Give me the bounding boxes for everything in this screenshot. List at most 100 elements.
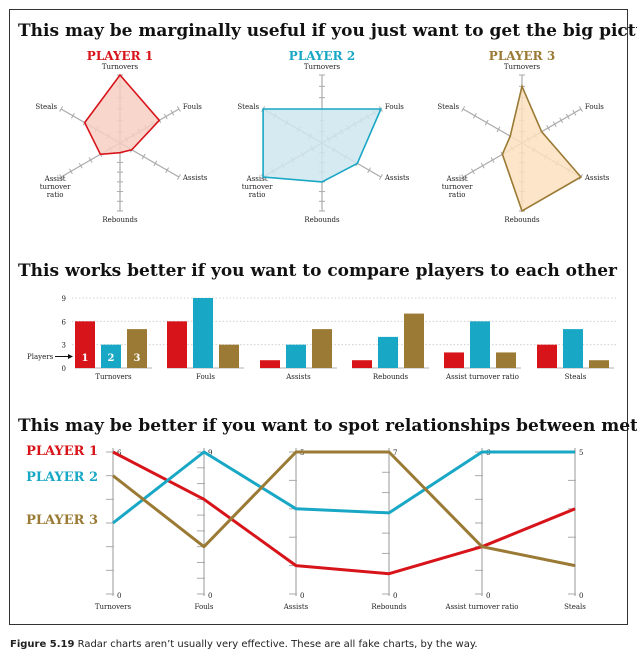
- radar-tick: [470, 168, 475, 175]
- bar-category-label: Fouls: [196, 373, 215, 381]
- radar-tick: [170, 109, 175, 116]
- bar: [589, 360, 609, 368]
- radar-axis-label: Steals: [237, 103, 259, 111]
- pc-series-line: [112, 450, 575, 525]
- bar-category-label: Steals: [565, 373, 587, 381]
- radar-axis-label: Assist turnover ratio: [40, 175, 71, 199]
- radar-axis-label: Turnovers: [504, 63, 541, 71]
- bar-ytick-label: 6: [62, 318, 67, 326]
- bar-player-number: 2: [108, 353, 115, 364]
- bar: [75, 321, 95, 368]
- radar-axis-label: Assists: [384, 174, 410, 182]
- section2-title: This works better if you want to compare…: [18, 261, 618, 281]
- radar-tick: [378, 174, 383, 180]
- radar-axis-label: Steals: [35, 103, 57, 111]
- radar-axis-label: Assist turnover ratio: [442, 175, 473, 199]
- pc-axis-min-label: 0: [486, 592, 490, 600]
- radar-tick: [367, 167, 372, 174]
- pc-series-line: [112, 450, 576, 576]
- bar: [378, 336, 398, 368]
- radar-polygon: [262, 108, 383, 183]
- radar-axis-label: Fouls: [585, 103, 604, 111]
- radar-tick: [176, 106, 181, 112]
- pc-axis-max-label: 5: [579, 449, 583, 457]
- radar-tick: [176, 174, 181, 180]
- radar-axis-label: Rebounds: [304, 216, 340, 224]
- bar: [167, 321, 187, 368]
- radar-tick: [163, 113, 168, 120]
- radar-polygon: [501, 83, 583, 213]
- bar-charts: 0 3 6 9 Players 1 2 3 Turnovers Fouls Assists Rebou…: [27, 295, 618, 381]
- pc-axis-max-label: 6: [117, 449, 122, 457]
- caption-text: Radar charts aren’t usually very effecti…: [77, 639, 478, 650]
- pc-axis-max-label: 7: [393, 449, 397, 457]
- radar-tick: [78, 162, 83, 169]
- radar-axis-label: Turnovers: [304, 63, 341, 71]
- radar-tick: [480, 162, 485, 169]
- radar-tick: [461, 106, 466, 112]
- radar-tick: [490, 157, 495, 163]
- bar: [352, 360, 372, 368]
- pc-axis-label: Steals: [564, 603, 586, 611]
- pc-series-name: PLAYER 3: [26, 513, 98, 528]
- radar-tick: [565, 113, 570, 120]
- pc-series-line: [112, 450, 576, 568]
- players-arrowhead: [68, 354, 73, 359]
- pc-axis-min-label: 0: [208, 592, 212, 600]
- bar: [101, 344, 121, 368]
- radar-tick: [153, 160, 158, 167]
- pc-axis-2: 9 0 Fouls: [194, 448, 214, 611]
- bar-ytick-label: 9: [62, 295, 66, 303]
- radar-charts: PLAYER 1TurnoversFoulsAssistsReboundsAss…: [35, 49, 609, 224]
- pc-axis-6: 5 0 Steals: [564, 448, 586, 611]
- bar-player-number: 1: [82, 353, 89, 364]
- radar-tick: [59, 174, 64, 180]
- pc-axis-min-label: 0: [117, 592, 121, 600]
- radar-tick: [496, 126, 501, 133]
- radar-axis-label: Fouls: [385, 103, 404, 111]
- parallel-coordinates-chart: 6 0 Turnovers 9 0 Fouls 5 0 Assists 7 0 Rebounds 6 0 A…: [26, 444, 586, 611]
- radar-tick: [141, 153, 146, 160]
- radar-title: PLAYER 3: [489, 49, 555, 63]
- radar-axis-label: Assist turnover ratio: [242, 175, 273, 199]
- bar-category-label: Assists: [285, 373, 311, 381]
- bar-category-label: Assist turnover ratio: [445, 373, 519, 381]
- radar-axis-label: Rebounds: [102, 216, 138, 224]
- radar-tick: [559, 117, 564, 124]
- radar-tick: [70, 112, 75, 119]
- bar: [563, 329, 583, 368]
- bar: [219, 344, 239, 368]
- pc-axis-min-label: 0: [579, 592, 583, 600]
- pc-axis-label: Fouls: [194, 603, 213, 611]
- pc-axis-min-label: 0: [300, 592, 304, 600]
- section1-title: This may be marginally useful if you jus…: [18, 21, 637, 41]
- bar: [312, 329, 332, 368]
- pc-axis-1: 6 0 Turnovers: [95, 448, 132, 611]
- pc-axis-4: 7 0 Rebounds: [371, 448, 407, 611]
- pc-axis-label: Assist turnover ratio: [445, 603, 519, 611]
- radar-axis-label: Assists: [584, 174, 610, 182]
- bar: [286, 344, 306, 368]
- bar-ytick-label: 3: [62, 342, 66, 350]
- radar-axis-label: Assists: [182, 174, 208, 182]
- bar: [444, 352, 464, 368]
- bar-player-number: 3: [134, 353, 141, 364]
- radar-tick: [59, 106, 64, 112]
- pc-axis-label: Assists: [283, 603, 309, 611]
- pc-axis-label: Rebounds: [371, 603, 407, 611]
- bar: [127, 329, 147, 368]
- pc-series-name: PLAYER 1: [26, 444, 98, 459]
- radar-tick: [68, 168, 73, 175]
- radar-tick: [484, 119, 489, 126]
- figure-caption: Figure 5.19 Radar charts aren’t usually …: [10, 639, 630, 650]
- radar-polygon: [83, 73, 161, 156]
- bar-ytick-label: 0: [62, 365, 66, 373]
- bar-category-label: Rebounds: [373, 373, 409, 381]
- radar-tick: [88, 157, 93, 163]
